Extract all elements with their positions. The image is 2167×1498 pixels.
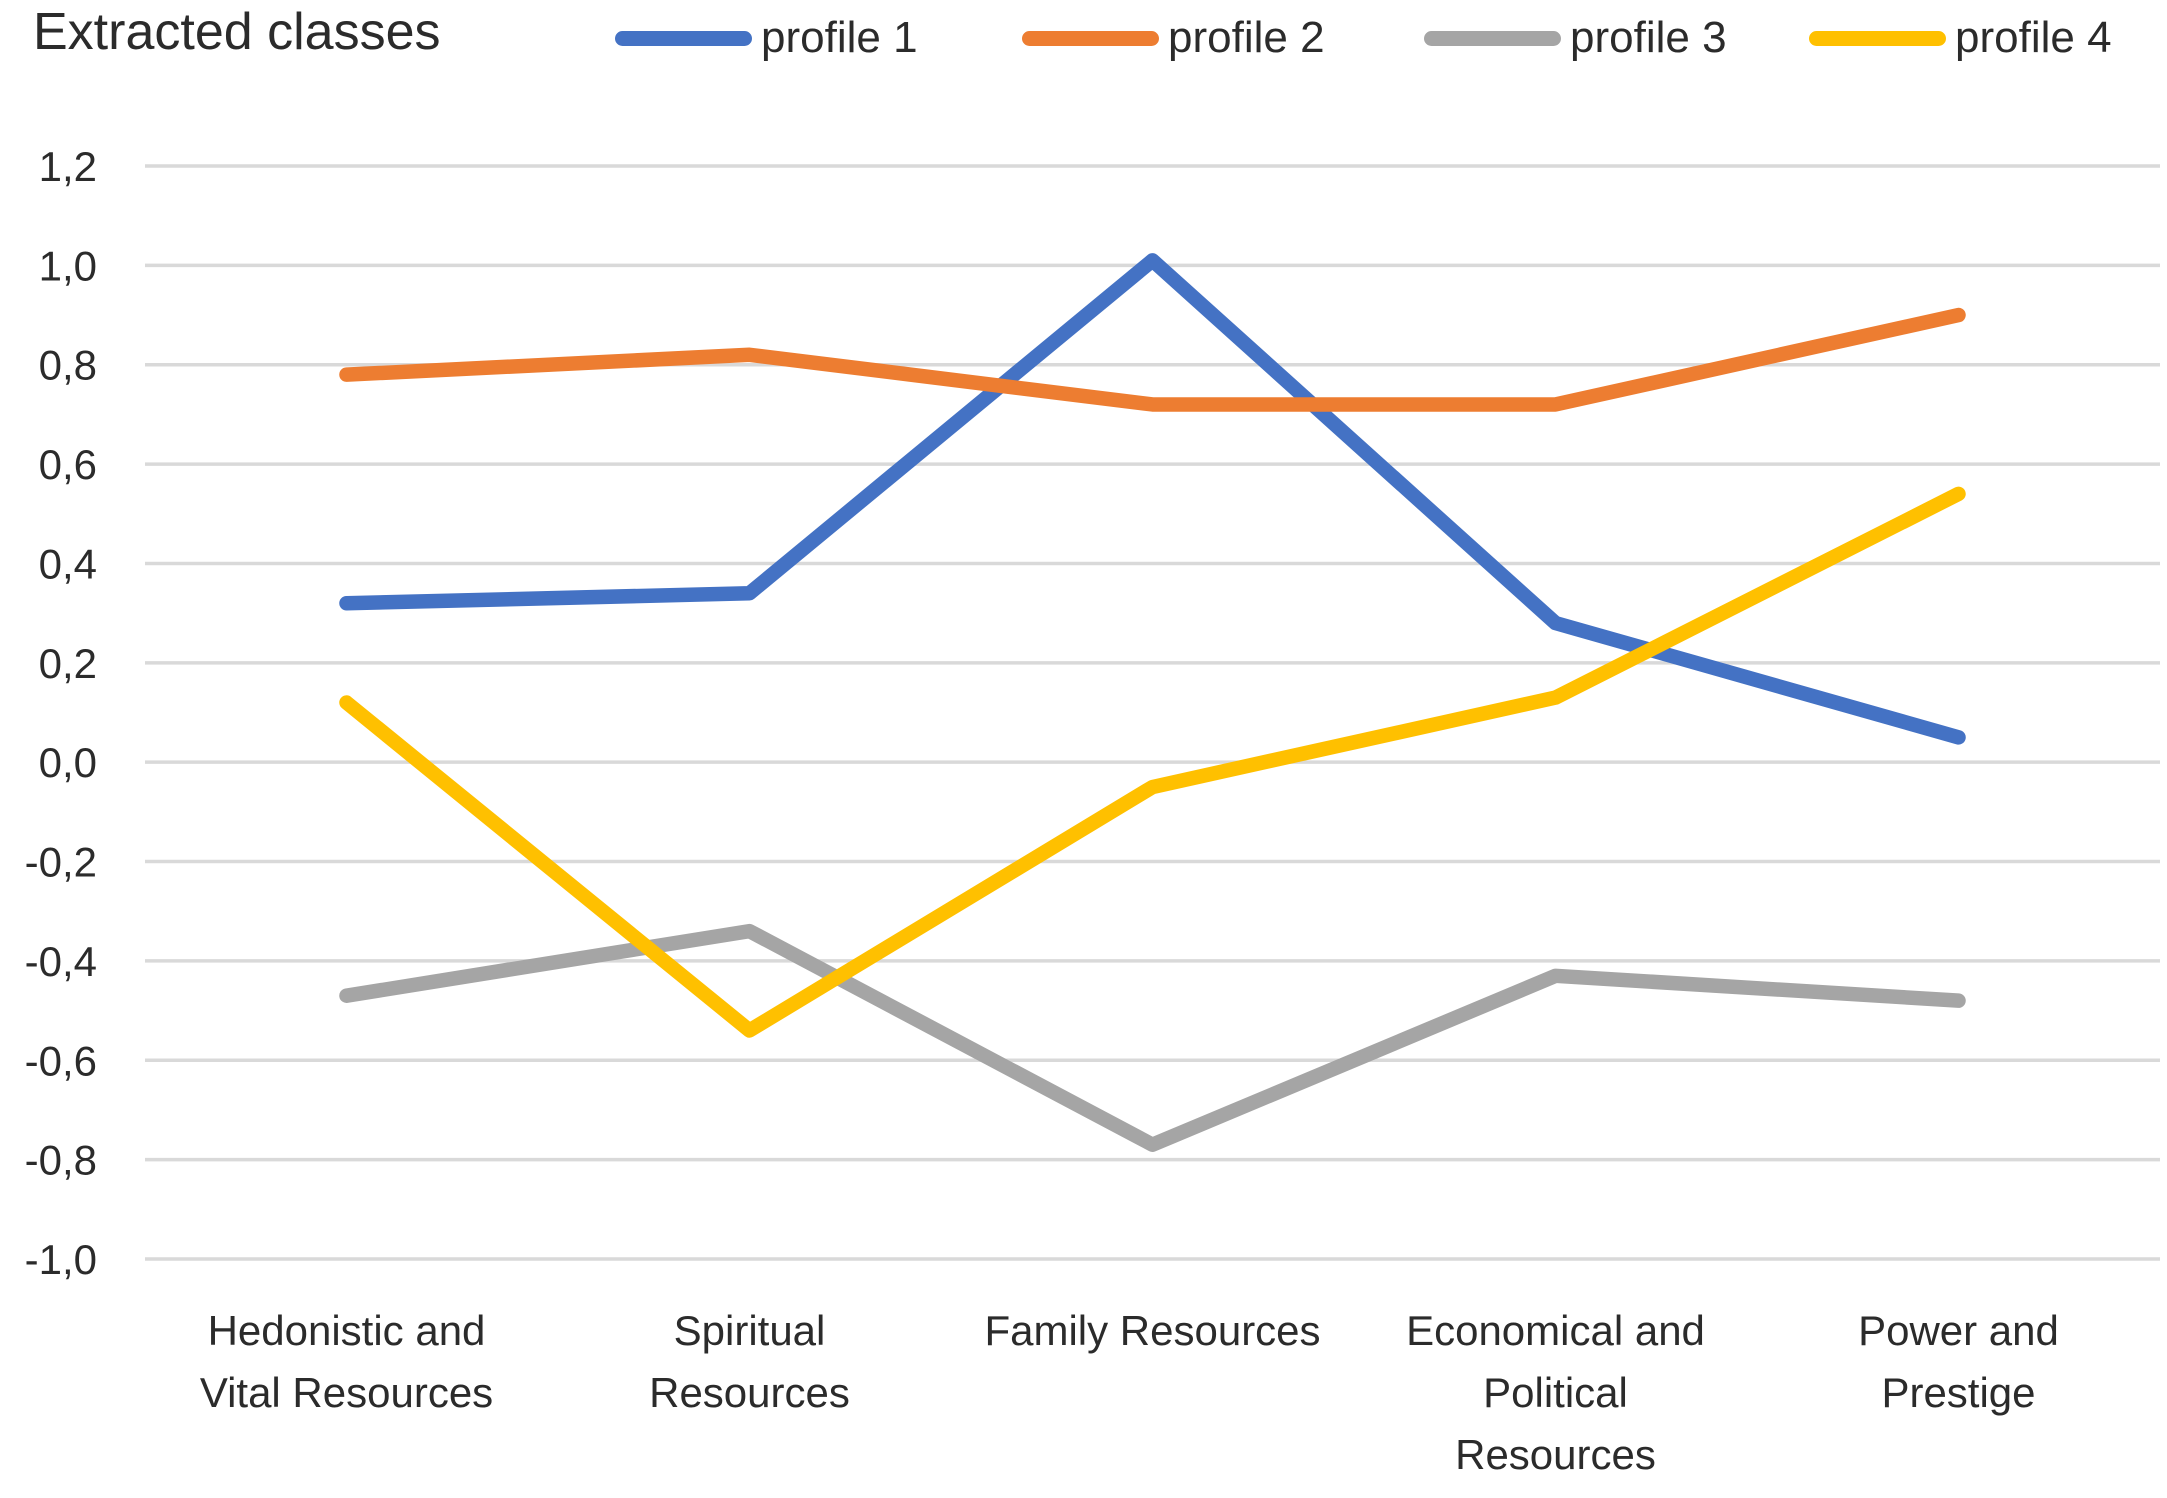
series-line-profile-3 <box>339 923 1966 1152</box>
legend-item-profile-3: profile 3 <box>1424 12 1727 64</box>
x-axis-category-label: Hedonistic and Vital Resources <box>199 1307 494 1416</box>
y-axis-tick-label: 0,4 <box>39 540 97 587</box>
legend-item-profile-2: profile 2 <box>1022 12 1325 64</box>
x-axis-category-label: Spiritual Resources <box>649 1307 850 1416</box>
y-axis-tick-label: -0,6 <box>25 1037 97 1084</box>
legend-item-profile-4: profile 4 <box>1809 12 2112 64</box>
x-axis-category-label: Family Resources <box>984 1307 1321 1354</box>
y-axis-tick-label: -1,0 <box>25 1236 97 1283</box>
y-axis-tick-label: 0,8 <box>39 342 97 389</box>
y-axis-tick-label: 0,6 <box>39 441 97 488</box>
legend-swatch-icon <box>615 30 752 46</box>
chart-title: Extracted classes <box>33 3 441 61</box>
y-axis-tick-label: 1,2 <box>39 143 97 190</box>
series-line-profile-4 <box>339 486 1966 1038</box>
legend-swatch-icon <box>1809 30 1946 46</box>
x-axis-category-label: Economical and Political Resources <box>1406 1307 1705 1478</box>
y-axis-tick-label: 0,2 <box>39 640 97 687</box>
legend-label: profile 3 <box>1570 13 1727 62</box>
legend-swatch-icon <box>1424 30 1561 46</box>
legend-label: profile 1 <box>761 13 918 62</box>
legend-item-profile-1: profile 1 <box>615 12 918 64</box>
legend-label: profile 2 <box>1168 13 1325 62</box>
y-axis-tick-label: 1,0 <box>39 242 97 289</box>
y-axis-tick-label: 0,0 <box>39 739 97 786</box>
y-axis-tick-label: -0,8 <box>25 1137 97 1184</box>
x-axis-category-label: Power and Prestige <box>1858 1307 2059 1416</box>
legend-label: profile 4 <box>1955 13 2112 62</box>
legend-swatch-icon <box>1022 30 1159 46</box>
series-line-profile-1 <box>339 253 1966 745</box>
series-line-profile-2 <box>339 307 1966 412</box>
y-axis-tick-label: -0,2 <box>25 839 97 886</box>
y-axis-tick-label: -0,4 <box>25 938 97 985</box>
